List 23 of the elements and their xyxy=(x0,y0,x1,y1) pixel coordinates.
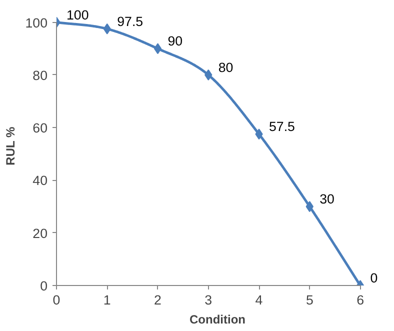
data-label: 100 xyxy=(66,7,89,22)
x-tick-label: 6 xyxy=(356,292,364,308)
x-tick-label: 3 xyxy=(204,292,212,308)
x-tick-label: 0 xyxy=(52,292,60,308)
y-tick-label: 40 xyxy=(32,173,48,188)
y-tick-label: 0 xyxy=(40,278,48,294)
x-tick-label: 5 xyxy=(306,292,314,308)
data-label: 0 xyxy=(370,270,378,286)
y-tick-label: 80 xyxy=(32,68,48,83)
y-axis-title: RUL % xyxy=(3,126,18,166)
data-label: 80 xyxy=(218,60,234,75)
x-axis-title: Condition xyxy=(190,312,246,326)
y-tick-label: 60 xyxy=(32,120,48,136)
data-label: 97.5 xyxy=(117,14,144,29)
x-tick-label: 2 xyxy=(154,292,162,308)
data-label: 57.5 xyxy=(269,119,295,134)
data-label: 30 xyxy=(320,192,334,207)
y-tick-label: 20 xyxy=(32,226,48,241)
point xyxy=(154,43,162,54)
x-tick-label: 1 xyxy=(103,292,111,308)
y-tick-label: 100 xyxy=(25,15,48,30)
data-label: 90 xyxy=(168,34,183,49)
x-tick-label: 4 xyxy=(255,292,264,308)
